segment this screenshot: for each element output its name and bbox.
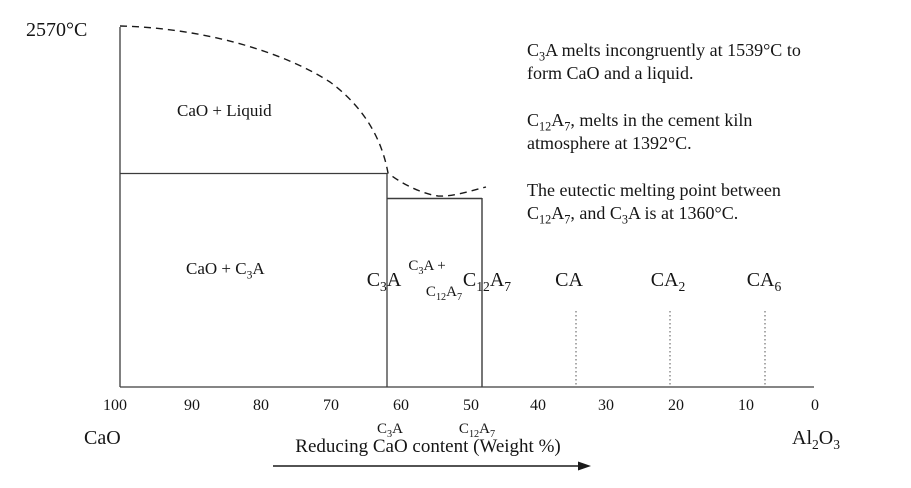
endmember-cao-label: CaO xyxy=(84,427,121,449)
annotation-line: C12A7, melts in the cement kiln xyxy=(527,110,753,134)
x-tick-0: 0 xyxy=(811,397,819,414)
x-tick-50: 50 xyxy=(463,397,479,414)
x-tick-30: 30 xyxy=(598,397,614,414)
annotation-c12a7-melting: C12A7, melts in the cement kiln atmosphe… xyxy=(527,109,752,154)
x-axis-c3a-marker: C3A xyxy=(377,421,403,440)
phase-c12a7-label: C12A7 xyxy=(462,269,512,294)
region-cao-liquid-label: CaO + Liquid xyxy=(177,101,272,120)
annotation-line: C12A7, and C3A is at 1360°C. xyxy=(527,202,739,227)
annotation-line: C3A melts incongruently at 1539°C to xyxy=(527,40,801,64)
cao-melting-temp-label: 2570°C xyxy=(26,19,88,41)
annotation-eutectic: The eutectic melting point between C12A7… xyxy=(527,179,781,227)
phase-ca6-label: CA6 xyxy=(746,269,782,294)
phase-ca-label: CA xyxy=(555,269,583,291)
x-tick-100: 100 xyxy=(103,397,127,414)
x-tick-40: 40 xyxy=(530,397,546,414)
endmember-al2o3-label: Al2O3 xyxy=(792,427,841,452)
x-tick-20: 20 xyxy=(668,397,684,414)
x-tick-10: 10 xyxy=(738,397,754,414)
right-arrow-icon xyxy=(578,461,591,471)
x-axis-c12a7-marker: C12A7 xyxy=(458,421,496,440)
liquidus-curve-dashed xyxy=(119,25,487,197)
annotation-line: The eutectic melting point between xyxy=(527,180,781,200)
region-c3a-c12a7-label-line1: C3A + xyxy=(408,258,446,277)
x-tick-60: 60 xyxy=(393,397,409,414)
region-c3a-c12a7-label-line2: C12A7 xyxy=(425,284,463,303)
phase-ca2-label: CA2 xyxy=(650,269,686,294)
annotation-line: atmosphere at 1392°C. xyxy=(527,132,692,153)
phase-c3a-label: C3A xyxy=(366,269,402,294)
region-cao-c3a-label: CaO + C3A xyxy=(186,259,265,282)
x-tick-80: 80 xyxy=(253,397,269,414)
x-axis-caption: Reducing CaO content (Weight %) xyxy=(295,436,561,457)
x-tick-70: 70 xyxy=(323,397,339,414)
annotation-c3a-melting: C3A melts incongruently at 1539°C to for… xyxy=(527,39,801,84)
x-tick-90: 90 xyxy=(184,397,200,414)
annotation-line: form CaO and a liquid. xyxy=(527,62,694,83)
